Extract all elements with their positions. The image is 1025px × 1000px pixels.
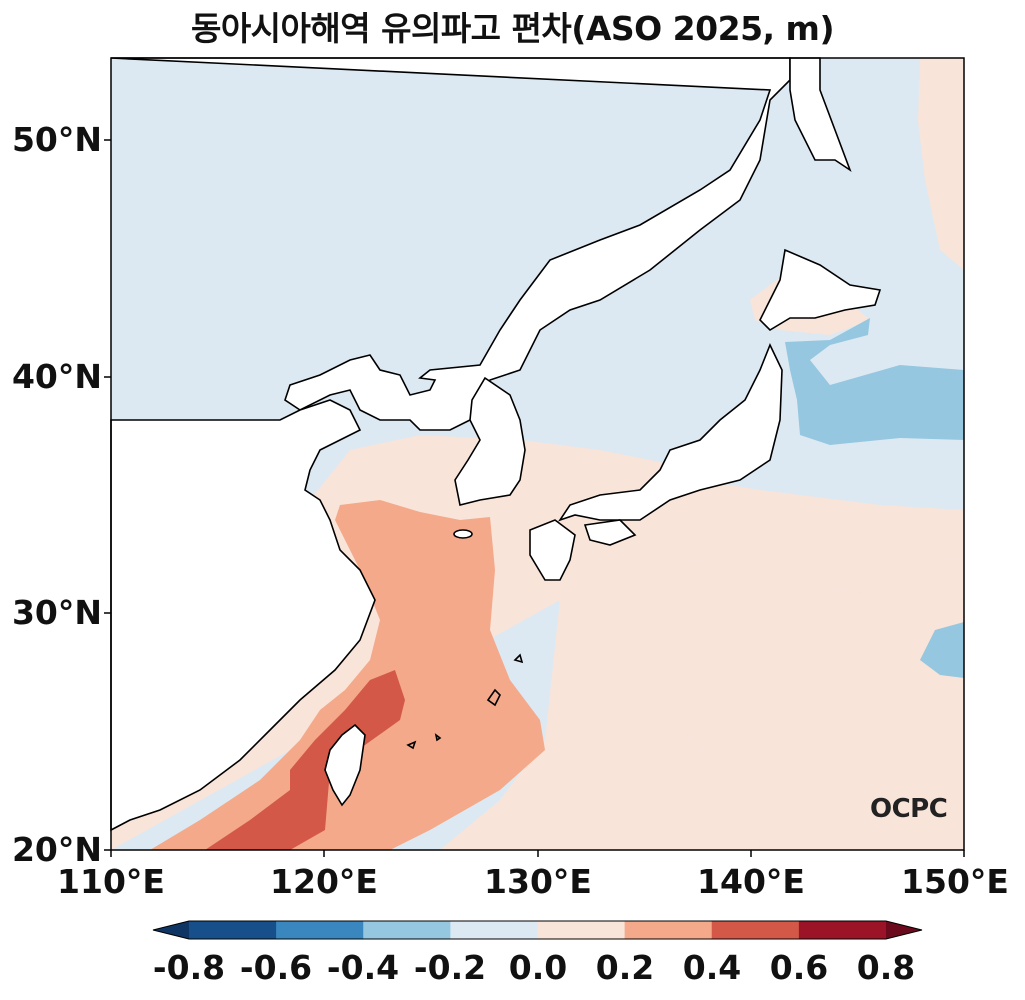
land-ryukyu — [406, 653, 524, 750]
lon-tick-label-120: 120°E — [270, 862, 378, 901]
land-shikoku — [583, 519, 637, 546]
land-taiwan — [324, 723, 366, 807]
anomaly-neg-0.4-0.2-southeast — [920, 622, 964, 678]
colorbar-extend-low — [153, 921, 189, 939]
lon-tick-label-150: 150°E — [901, 862, 1009, 901]
lat-tick-label-40: 40°N — [11, 357, 102, 396]
colorbar-extend-high — [886, 921, 922, 939]
colorbar-bin-1 — [276, 921, 364, 939]
anomaly-neg-0.4-0.2-east — [785, 318, 964, 445]
colorbar-label-7: 0.6 — [769, 948, 829, 987]
colorbar-bin-2 — [363, 921, 451, 939]
colorbar-label-3: -0.2 — [413, 948, 487, 987]
colorbar-label-2: -0.4 — [326, 948, 400, 987]
colorbar-bin-3 — [450, 921, 538, 939]
colorbar-bin-6 — [711, 921, 800, 939]
lon-tick-label-140: 140°E — [697, 862, 805, 901]
land-china-coast — [110, 399, 376, 832]
anomaly-0.0-0.2-lower — [440, 545, 964, 850]
colorbar-label-0: -0.8 — [152, 948, 226, 987]
lat-tick-label-20: 20°N — [11, 830, 102, 869]
colorbar-bin-5 — [624, 921, 713, 939]
land-hokkaido — [759, 248, 882, 332]
land-jeju — [453, 529, 473, 539]
lat-ticks — [104, 139, 111, 851]
anomaly-0.4-0.6 — [205, 670, 405, 850]
land-korea — [454, 376, 526, 506]
colorbar-bin-4 — [537, 921, 626, 939]
map-title: 동아시아해역 유의파고 편차(ASO 2025, m) — [190, 9, 835, 48]
anomaly-0.2-0.4 — [150, 500, 545, 850]
land-kyushu — [529, 519, 576, 581]
land-mainland — [110, 57, 791, 431]
colorbar-label-1: -0.6 — [239, 948, 313, 987]
colorbar-label-8: 0.8 — [856, 948, 916, 987]
lat-tick-label-50: 50°N — [11, 120, 102, 159]
colorbar-outline — [152, 920, 923, 940]
colorbar-bin-7 — [798, 921, 887, 939]
colorbar-label-6: 0.4 — [682, 948, 742, 987]
land-honshu — [558, 343, 783, 522]
land-sakhalin — [789, 57, 852, 173]
colorbar — [152, 920, 923, 940]
lon-ticks — [110, 850, 965, 857]
ocpc-logo: OCPC — [870, 794, 948, 824]
colorbar-label-5: 0.2 — [595, 948, 655, 987]
lat-tick-label-30: 30°N — [11, 593, 102, 632]
lon-tick-label-110: 110°E — [57, 862, 165, 901]
colorbar-bin-0 — [189, 921, 277, 939]
colorbar-label-4: 0.0 — [508, 948, 568, 987]
lon-tick-label-130: 130°E — [484, 862, 592, 901]
anomaly-0.0-0.2-northeast — [918, 58, 964, 270]
